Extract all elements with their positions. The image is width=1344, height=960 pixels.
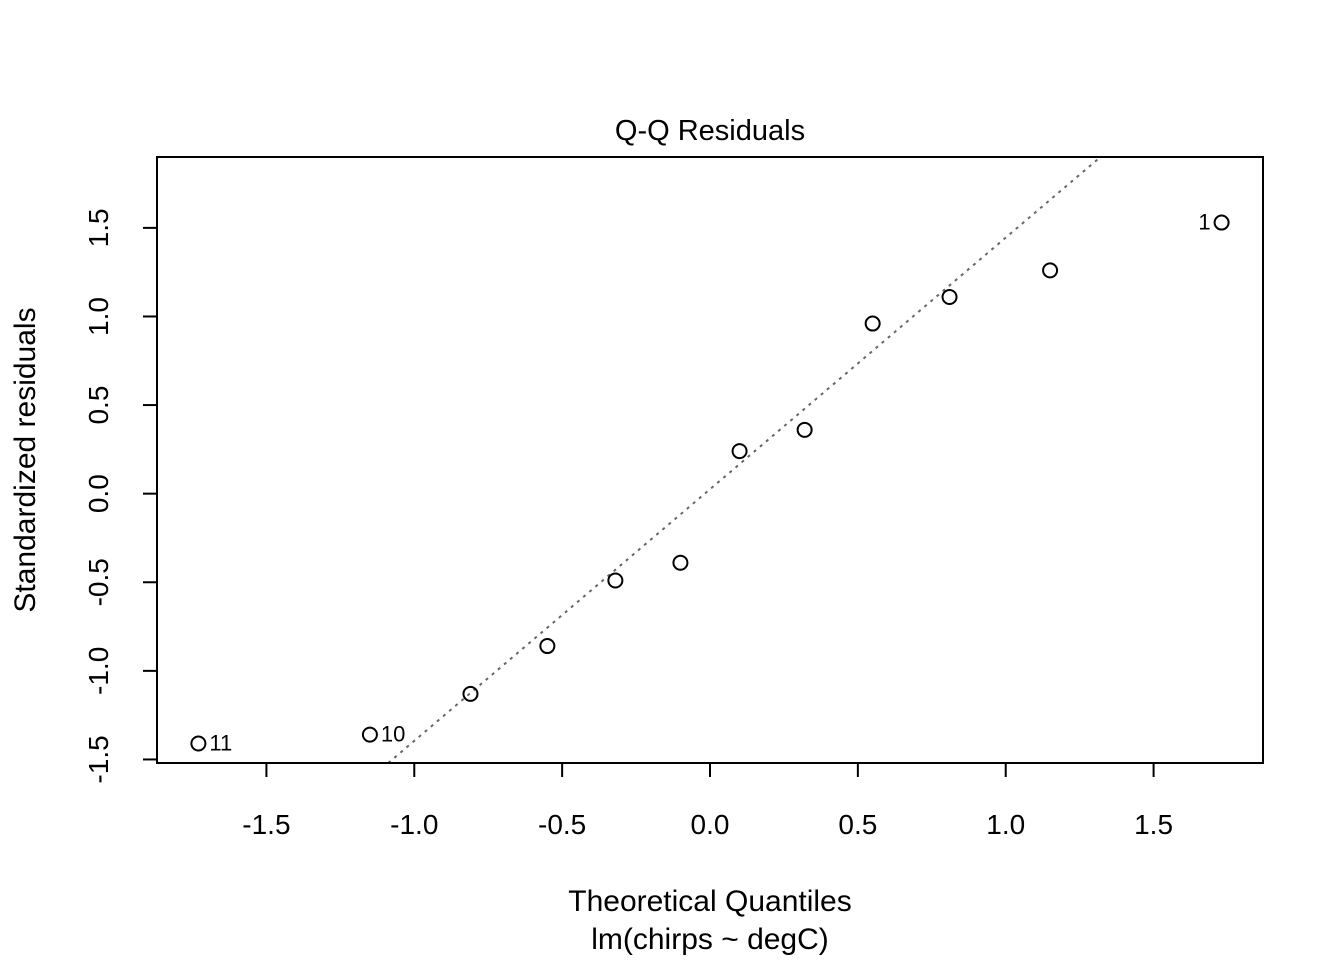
data-point (361, 726, 378, 743)
x-tick-label: 1.0 (986, 809, 1025, 840)
point-label: 11 (209, 731, 232, 756)
points-group (190, 214, 1230, 752)
plot-frame (156, 156, 1264, 764)
chart-title: Q-Q Residuals (615, 115, 805, 147)
x-tick-label: 0.0 (691, 809, 730, 840)
reference-line-group (387, 156, 1102, 764)
data-point (539, 638, 556, 655)
data-point (607, 572, 624, 589)
data-point (462, 685, 479, 702)
y-tick-label: 0.0 (83, 474, 114, 513)
y-tick-label: -0.5 (83, 558, 114, 606)
y-axis: -1.5 -1.0 -0.5 0.0 0.5 1.0 1.5 (83, 208, 158, 784)
data-point (1213, 214, 1230, 231)
point-labels-group: 11 10 1 (209, 210, 1210, 756)
y-tick-label: 0.5 (83, 386, 114, 425)
x-tick-label: 1.5 (1134, 809, 1173, 840)
x-axis-title: Theoretical Quantiles (568, 885, 851, 918)
x-tick-label: 0.5 (838, 809, 877, 840)
y-axis-title: Standardized residuals (9, 307, 42, 612)
data-point (941, 288, 958, 305)
data-point (190, 735, 207, 752)
point-label: 10 (381, 722, 405, 747)
x-axis-subtitle: lm(chirps ~ degC) (591, 923, 829, 956)
data-point (731, 443, 748, 460)
y-tick-label: -1.5 (83, 735, 114, 783)
y-tick-label: 1.0 (83, 297, 114, 336)
data-point (1042, 262, 1059, 279)
y-tick-label: 1.5 (83, 208, 114, 247)
reference-line (387, 156, 1102, 764)
data-point (864, 315, 881, 332)
y-tick-label: -1.0 (83, 647, 114, 695)
point-label: 1 (1198, 210, 1210, 235)
data-point (796, 421, 813, 438)
data-point (672, 554, 689, 571)
x-tick-label: -1.5 (242, 809, 290, 840)
x-tick-label: -0.5 (538, 809, 586, 840)
x-axis: -1.5 -1.0 -0.5 0.0 0.5 1.0 1.5 (242, 762, 1173, 840)
x-tick-label: -1.0 (390, 809, 438, 840)
